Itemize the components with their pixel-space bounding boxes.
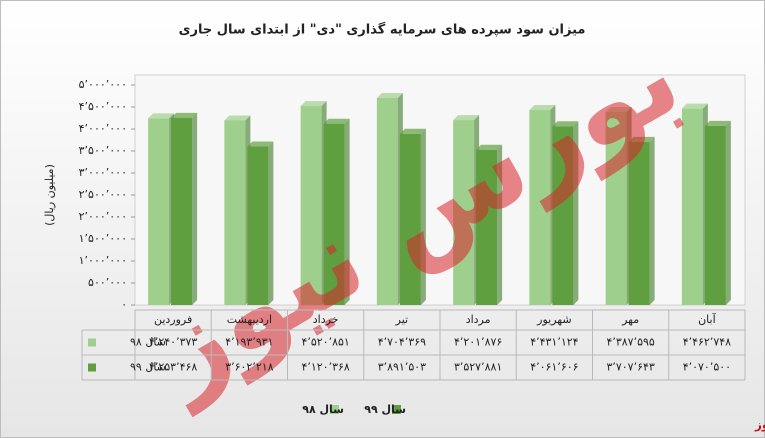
bar-side [573, 121, 579, 305]
y-tick-label: ۴٬۵۰۰٬۰۰۰ [79, 100, 127, 113]
category-label: آبان [698, 312, 716, 326]
value-label: ۳٬۸۹۱٬۵۰۳ [378, 361, 426, 374]
bar-top [171, 112, 198, 118]
bar-top [529, 105, 556, 111]
value-label: ۴٬۱۲۰٬۳۶۸ [301, 361, 349, 374]
legend-swatch [88, 363, 96, 372]
category-label: اردیبهشت [227, 313, 272, 326]
bar [681, 108, 703, 305]
series-label: سال ۹۸ [130, 336, 166, 349]
y-tick-label: ۱٬۰۰۰٬۰۰۰ [79, 254, 127, 267]
bar-side [725, 120, 731, 305]
y-tick-label: ۴٬۰۰۰٬۰۰۰ [79, 122, 127, 135]
value-label: ۴٬۱۹۳٬۹۳۱ [225, 336, 273, 349]
bar-side [420, 128, 426, 305]
bar-side [192, 112, 198, 305]
bar-top [476, 144, 503, 150]
bar-top [628, 136, 655, 142]
bar [552, 126, 574, 305]
bar [171, 117, 193, 305]
category-label: فروردین [154, 313, 192, 326]
bar-top [453, 115, 480, 121]
value-label: ۴٬۴۳۱٬۱۲۴ [530, 336, 578, 349]
bar-top [323, 118, 350, 124]
value-label: ۴٬۵۲۰٬۸۵۱ [301, 336, 349, 349]
bar-side [268, 141, 274, 305]
value-label: ۳٬۵۲۷٬۸۸۱ [454, 361, 502, 374]
bar-top [224, 115, 251, 121]
value-label: ۴٬۰۶۱٬۶۰۶ [530, 361, 578, 374]
y-tick-label: ۳٬۰۰۰٬۰۰۰ [79, 166, 127, 179]
category-label: شهریور [536, 313, 571, 326]
legend-label: سال ۹۸ [302, 403, 344, 416]
bar [605, 111, 627, 305]
bar [376, 98, 398, 305]
y-tick-label: ۵۰۰٬۰۰۰ [88, 276, 127, 289]
value-label: ۴٬۲۰۱٬۸۷۶ [454, 336, 502, 349]
category-label: مهر [621, 313, 639, 326]
y-tick-label: ۲٬۰۰۰٬۰۰۰ [79, 210, 127, 223]
bar [453, 120, 475, 305]
y-tick-label: ۳٬۵۰۰٬۰۰۰ [79, 144, 127, 157]
bar [399, 133, 421, 305]
legend-label: سال ۹۹ [364, 403, 406, 416]
bar [529, 110, 551, 305]
legend-swatch [330, 405, 339, 414]
bar-top [605, 106, 632, 112]
bar [323, 123, 345, 305]
bar-side [649, 136, 655, 305]
value-label: ۴٬۳۸۷٬۵۹۵ [606, 336, 654, 349]
bar [628, 141, 650, 305]
y-axis-label: (میلیون ریال) [43, 164, 56, 226]
value-label: ۴٬۷۰۴٬۳۶۹ [378, 336, 426, 349]
bar [224, 120, 246, 305]
bar-top [552, 121, 579, 127]
bar-top [704, 120, 731, 126]
bar-side [344, 118, 350, 305]
y-tick-label: ۱٬۵۰۰٬۰۰۰ [79, 232, 127, 245]
series-label: سال ۹۹ [130, 361, 166, 374]
value-label: ۳٬۶۰۲٬۲۱۸ [225, 361, 273, 374]
legend-swatch [88, 338, 96, 347]
category-label: خرداد [313, 313, 339, 326]
bar-top [247, 141, 274, 147]
bar-top [681, 103, 708, 109]
bar [300, 106, 322, 306]
footer-logo: بورس نیوز [754, 418, 765, 433]
bar-top [300, 101, 327, 107]
category-label: مرداد [466, 313, 491, 326]
y-tick-label: ۲٬۵۰۰٬۰۰۰ [79, 188, 127, 201]
value-label: ۴٬۲۵۳٬۴۶۸ [149, 361, 197, 374]
bar [247, 146, 269, 305]
value-label: ۴٬۲۴۰٬۳۷۳ [149, 336, 197, 349]
chart-title: میزان سود سپرده های سرمایه گذاری "دی" از… [179, 22, 586, 38]
y-tick-label: ۰ [121, 298, 127, 311]
legend-swatch [392, 405, 401, 414]
bar-top [399, 128, 426, 134]
value-label: ۳٬۷۰۷٬۶۴۳ [606, 361, 654, 374]
value-label: ۴٬۰۷۰٬۵۰۰ [683, 361, 731, 374]
bar-top [148, 113, 175, 119]
y-tick-label: ۵٬۰۰۰٬۰۰۰ [79, 78, 127, 91]
category-label: تیر [395, 313, 408, 326]
bar [704, 125, 726, 305]
value-label: ۴٬۴۶۲٬۷۴۸ [683, 336, 731, 349]
bar [476, 149, 498, 305]
bar-side [497, 144, 503, 305]
bar-top [376, 93, 403, 99]
bar [148, 118, 170, 306]
